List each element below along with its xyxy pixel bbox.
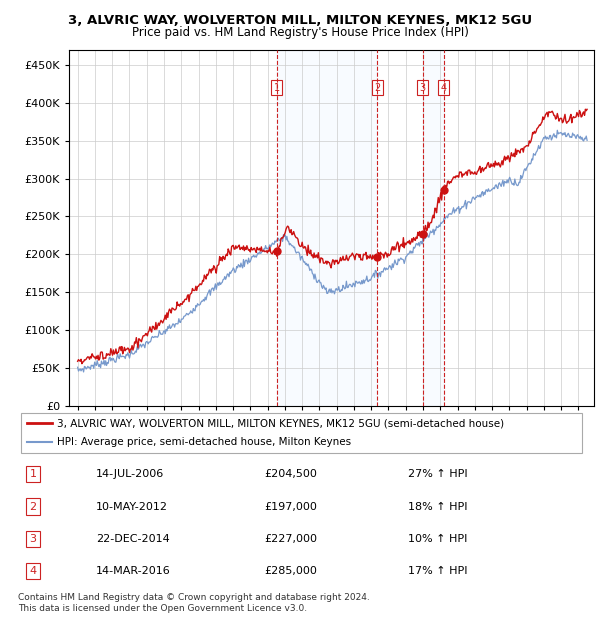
Text: 10-MAY-2012: 10-MAY-2012 xyxy=(96,502,168,512)
Text: 17% ↑ HPI: 17% ↑ HPI xyxy=(408,566,467,576)
Text: 2: 2 xyxy=(29,502,37,512)
Bar xyxy=(422,50,444,406)
Text: £204,500: £204,500 xyxy=(264,469,317,479)
FancyBboxPatch shape xyxy=(21,412,582,453)
Text: 1: 1 xyxy=(29,469,37,479)
Text: 3: 3 xyxy=(29,534,37,544)
Text: 14-MAR-2016: 14-MAR-2016 xyxy=(96,566,171,576)
Text: HPI: Average price, semi-detached house, Milton Keynes: HPI: Average price, semi-detached house,… xyxy=(56,438,350,448)
Text: 3, ALVRIC WAY, WOLVERTON MILL, MILTON KEYNES, MK12 5GU: 3, ALVRIC WAY, WOLVERTON MILL, MILTON KE… xyxy=(68,14,532,27)
Bar xyxy=(277,50,377,406)
Text: Price paid vs. HM Land Registry's House Price Index (HPI): Price paid vs. HM Land Registry's House … xyxy=(131,26,469,39)
Text: 14-JUL-2006: 14-JUL-2006 xyxy=(96,469,164,479)
Text: 1: 1 xyxy=(274,82,280,92)
Text: 27% ↑ HPI: 27% ↑ HPI xyxy=(408,469,467,479)
Text: 2: 2 xyxy=(374,82,380,92)
Text: 22-DEC-2014: 22-DEC-2014 xyxy=(96,534,170,544)
Text: 3, ALVRIC WAY, WOLVERTON MILL, MILTON KEYNES, MK12 5GU (semi-detached house): 3, ALVRIC WAY, WOLVERTON MILL, MILTON KE… xyxy=(56,418,503,428)
Text: 18% ↑ HPI: 18% ↑ HPI xyxy=(408,502,467,512)
Text: £197,000: £197,000 xyxy=(264,502,317,512)
Text: Contains HM Land Registry data © Crown copyright and database right 2024.
This d: Contains HM Land Registry data © Crown c… xyxy=(18,593,370,613)
Text: £227,000: £227,000 xyxy=(264,534,317,544)
Text: 4: 4 xyxy=(440,82,447,92)
Text: 3: 3 xyxy=(419,82,426,92)
Text: 4: 4 xyxy=(29,566,37,576)
Text: 10% ↑ HPI: 10% ↑ HPI xyxy=(408,534,467,544)
Text: £285,000: £285,000 xyxy=(264,566,317,576)
